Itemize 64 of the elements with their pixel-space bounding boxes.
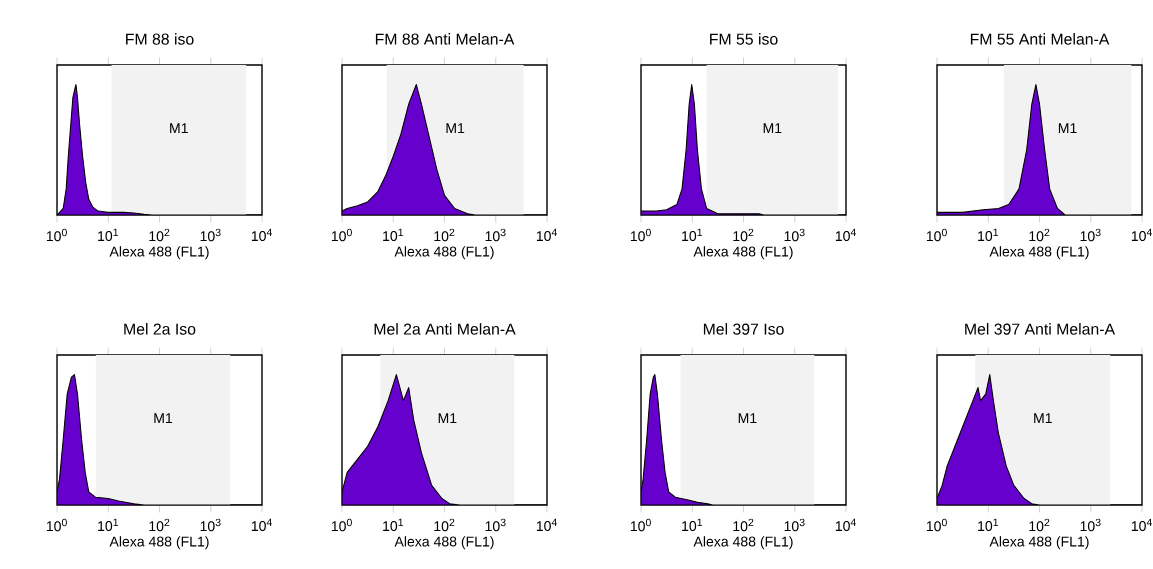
x-tick-label: 10$^{3}$ (1080, 518, 1101, 532)
x-tick-label: 10$^{1}$ (98, 228, 119, 242)
x-tick-label: 10$^{1}$ (978, 228, 999, 242)
chart-title: FM 88 Anti Melan-A (375, 33, 515, 45)
x-tick-label: 10$^{0}$ (630, 518, 651, 532)
x-tick-label: 10$^{1}$ (682, 228, 703, 242)
x-tick-label: 10$^{4}$ (536, 228, 558, 242)
chart-title: FM 88 iso (126, 33, 194, 45)
x-tick-label: 10$^{0}$ (331, 518, 352, 532)
x-tick-label: 10$^{3}$ (784, 518, 805, 532)
chart-title: Mel 397 Anti Melan-A (965, 323, 1116, 335)
x-tick-label: 10$^{0}$ (331, 228, 352, 242)
x-tick-label: 10$^{0}$ (926, 518, 947, 532)
x-axis-title: Alexa 488 (FL1) (693, 246, 793, 260)
band-label: M1 (763, 123, 782, 134)
band-label: M1 (438, 413, 457, 424)
x-tick-label: 10$^{4}$ (1131, 518, 1153, 532)
x-axis-title: Alexa 488 (FL1) (989, 536, 1089, 550)
x-tick-label: 10$^{4}$ (835, 518, 857, 532)
x-tick-label: 10$^{4}$ (536, 518, 558, 532)
x-tick-label: 10$^{3}$ (784, 228, 805, 242)
band-label: M1 (1058, 123, 1077, 134)
x-tick-label: 10$^{0}$ (46, 228, 67, 242)
band-label: M1 (738, 413, 757, 424)
x-tick-label: 10$^{4}$ (1131, 228, 1153, 242)
x-tick-label: 10$^{0}$ (926, 228, 947, 242)
x-tick-label: 10$^{0}$ (630, 228, 651, 242)
x-axis-title: Alexa 488 (FL1) (109, 246, 209, 260)
x-tick-label: 10$^{2}$ (434, 228, 455, 242)
x-tick-label: 10$^{2}$ (434, 518, 455, 532)
x-tick-label: 10$^{2}$ (1029, 518, 1050, 532)
x-tick-label: 10$^{3}$ (485, 518, 506, 532)
x-tick-label: 10$^{2}$ (733, 518, 754, 532)
x-axis-title: Alexa 488 (FL1) (989, 246, 1089, 260)
x-tick-label: 10$^{4}$ (251, 228, 273, 242)
x-tick-label: 10$^{3}$ (485, 228, 506, 242)
x-tick-label: 10$^{1}$ (978, 518, 999, 532)
chart-title: Mel 2a Iso (124, 323, 196, 335)
chart-title: FM 55 Anti Melan-A (970, 33, 1110, 45)
chart-title: FM 55 iso (710, 33, 778, 45)
x-tick-label: 10$^{1}$ (383, 228, 404, 242)
x-tick-label: 10$^{2}$ (149, 518, 170, 532)
band-label: M1 (154, 413, 173, 424)
x-tick-label: 10$^{2}$ (149, 228, 170, 242)
chart-title: Mel 397 Iso (703, 323, 784, 335)
x-axis-title: Alexa 488 (FL1) (394, 536, 494, 550)
x-tick-label: 10$^{3}$ (200, 518, 221, 532)
x-tick-label: 10$^{4}$ (251, 518, 273, 532)
x-tick-label: 10$^{3}$ (200, 228, 221, 242)
x-tick-label: 10$^{2}$ (733, 228, 754, 242)
band-label: M1 (170, 123, 188, 134)
chart-title: Mel 2a Anti Melan-A (374, 323, 516, 335)
x-tick-label: 10$^{1}$ (383, 518, 404, 532)
x-tick-label: 10$^{2}$ (1029, 228, 1050, 242)
x-tick-label: 10$^{3}$ (1080, 228, 1101, 242)
x-axis-title: Alexa 488 (FL1) (693, 536, 793, 550)
x-axis-title: Alexa 488 (FL1) (109, 536, 209, 550)
x-tick-label: 10$^{1}$ (682, 518, 703, 532)
band-label: M1 (1034, 413, 1052, 424)
x-axis-title: Alexa 488 (FL1) (394, 246, 494, 260)
x-tick-label: 10$^{0}$ (46, 518, 67, 532)
x-tick-label: 10$^{1}$ (98, 518, 119, 532)
band-label: M1 (446, 123, 465, 134)
x-tick-label: 10$^{4}$ (835, 228, 857, 242)
